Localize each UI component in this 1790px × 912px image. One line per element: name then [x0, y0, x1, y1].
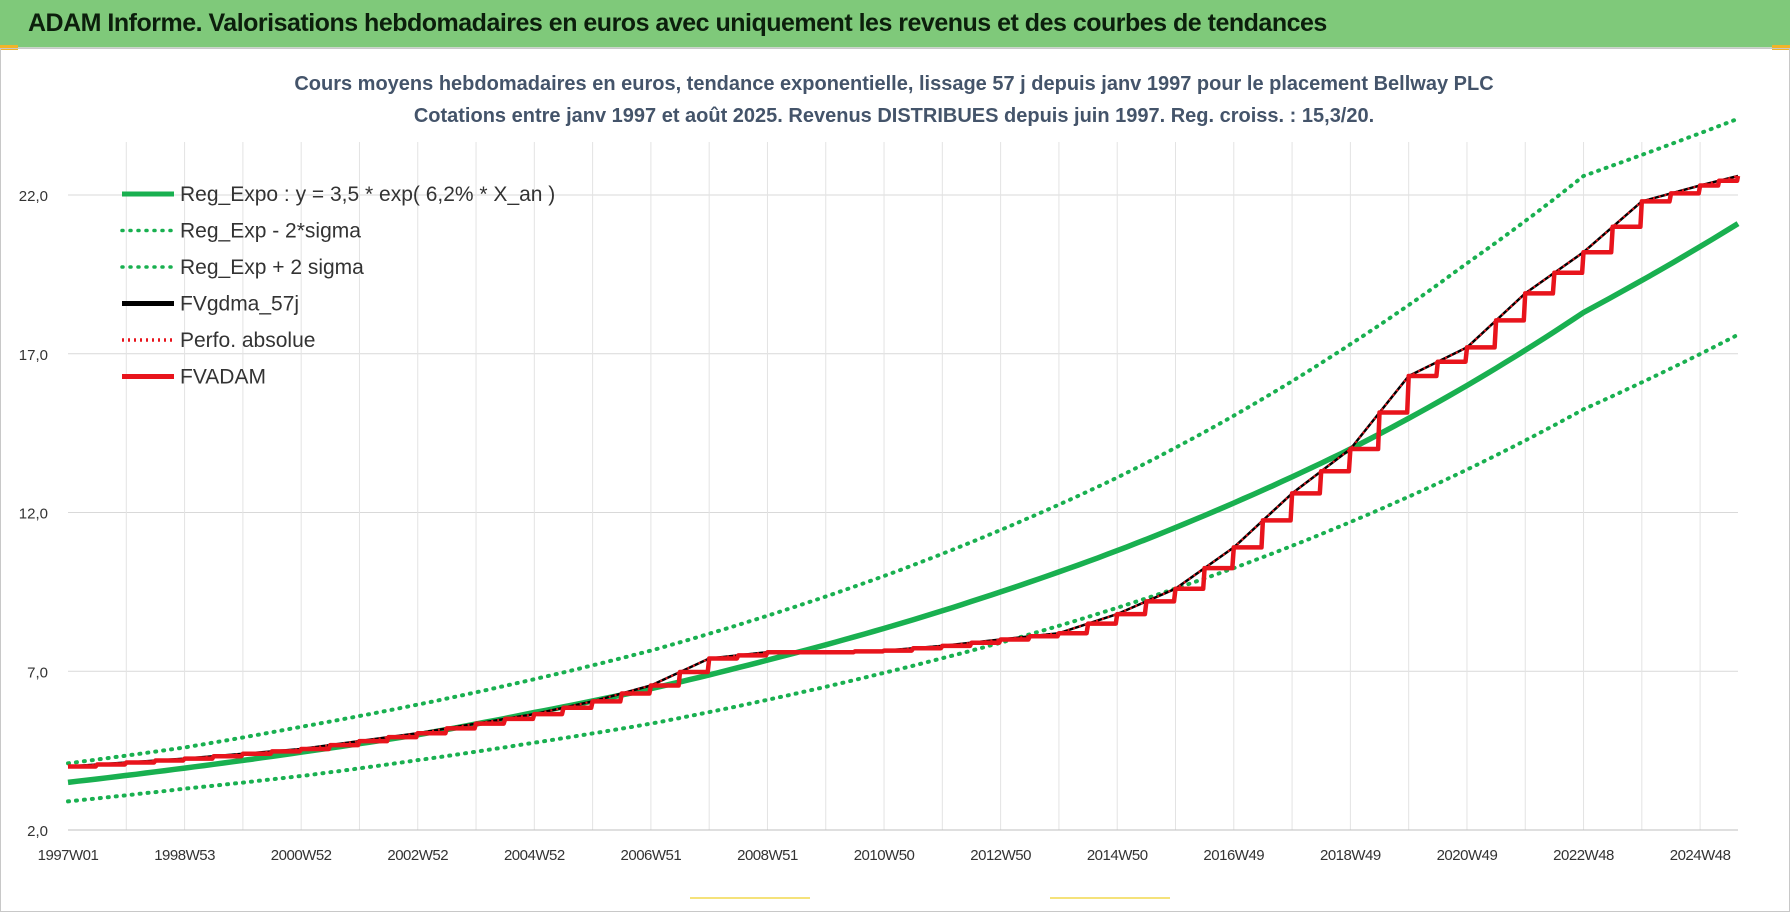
legend-label: Perfo. absolue — [180, 329, 315, 352]
y-tick-label: 22,0 — [19, 188, 48, 205]
x-tick-label: 2022W48 — [1553, 847, 1614, 864]
chart-subtitle: Cotations entre janv 1997 et août 2025. … — [414, 105, 1374, 127]
x-tick-label: 2002W52 — [387, 847, 448, 864]
x-tick-label: 2020W49 — [1437, 847, 1498, 864]
series-line-reg-exp-2-sigma — [66, 116, 1740, 766]
x-tick-label: 2018W49 — [1320, 847, 1381, 864]
x-tick-label: 2014W50 — [1087, 847, 1148, 864]
x-tick-label: 2024W48 — [1670, 847, 1731, 864]
x-tick-label: 2012W50 — [970, 847, 1031, 864]
axes: 2,0 7,0 12,0 17,0 22,0 1997W01 1998W53 2000W52 2… — [19, 188, 1738, 864]
series-line-perfo-absolue — [67, 174, 1739, 768]
footer-mark — [690, 897, 810, 899]
y-tick-label: 17,0 — [19, 347, 48, 364]
legend-label: FVADAM — [180, 366, 266, 389]
report-title: ADAM Informe. Valorisations hebdomadaire… — [28, 9, 1327, 37]
x-tick-label: 2004W52 — [504, 847, 565, 864]
legend-label: Reg_Expo : y = 3,5 * exp( 6,2% * X_an ) — [180, 183, 555, 206]
series-group — [66, 116, 1741, 804]
report-banner: ADAM Informe. Valorisations hebdomadaire… — [0, 0, 1790, 48]
chart-title: Cours moyens hebdomadaires en euros, ten… — [294, 73, 1493, 95]
line-chart: Cours moyens hebdomadaires en euros, ten… — [19, 73, 1741, 864]
x-tick-label: 1997W01 — [38, 847, 99, 864]
x-tick-label: 2000W52 — [271, 847, 332, 864]
series-line-reg-expo-y-3-5-exp-6-2-x-an — [67, 221, 1740, 786]
x-tick-label: 2010W50 — [854, 847, 915, 864]
corner-marker — [0, 45, 18, 50]
x-tick-label: 2008W51 — [737, 847, 798, 864]
footer-mark — [1050, 897, 1170, 899]
series-line-reg-exp-2-sigma — [66, 332, 1740, 804]
x-tick-label: 1998W53 — [154, 847, 215, 864]
legend-label: Reg_Exp + 2 sigma — [180, 256, 364, 279]
legend-label: Reg_Exp - 2*sigma — [180, 220, 361, 243]
x-tick-label: 2016W49 — [1203, 847, 1264, 864]
series-line-fvadam — [68, 175, 1741, 769]
y-tick-label: 2,0 — [27, 823, 48, 840]
y-tick-label: 7,0 — [27, 664, 48, 681]
legend: Reg_Expo : y = 3,5 * exp( 6,2% * X_an ) R… — [120, 183, 555, 389]
legend-label: FVgdma_57j — [180, 293, 299, 316]
y-tick-label: 12,0 — [19, 506, 48, 523]
grid — [68, 142, 1738, 831]
corner-marker — [1772, 45, 1790, 50]
x-tick-label: 2006W51 — [621, 847, 682, 864]
